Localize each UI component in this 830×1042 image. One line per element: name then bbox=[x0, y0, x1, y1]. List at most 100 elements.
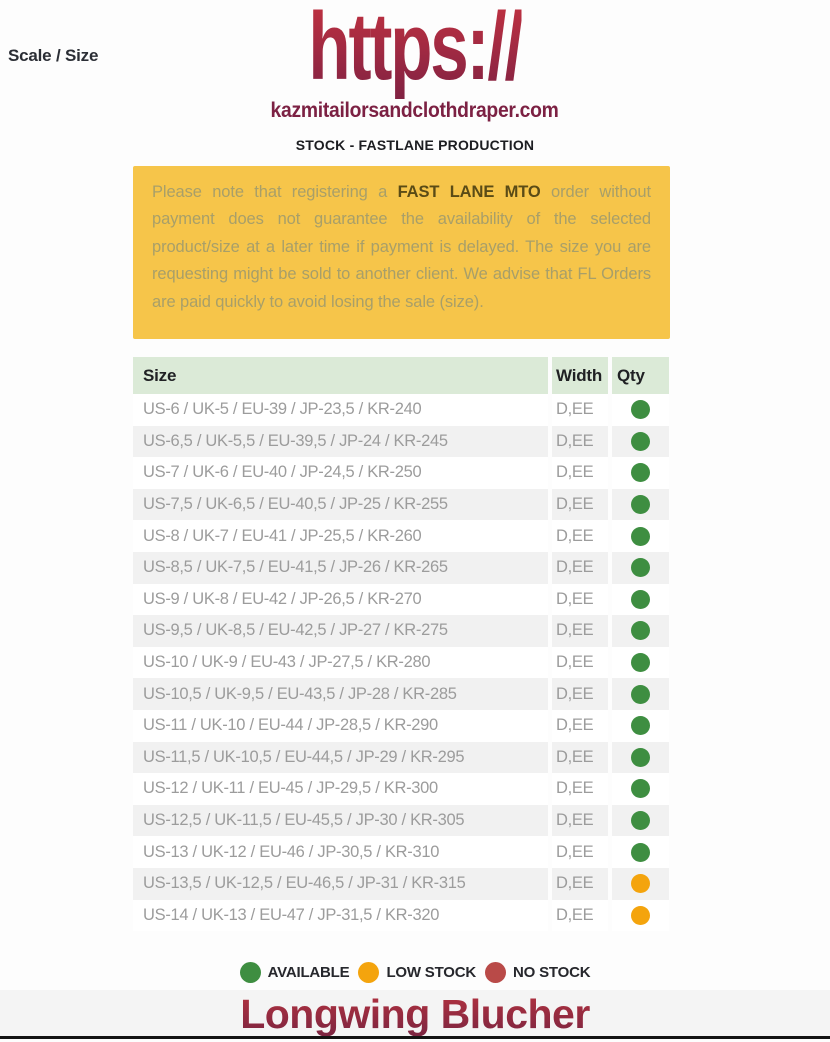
available-dot bbox=[631, 495, 650, 515]
qty-cell bbox=[612, 394, 669, 426]
size-cell: US-8,5 / UK-7,5 / EU-41,5 / JP-26 / KR-2… bbox=[133, 551, 548, 584]
available-dot bbox=[631, 463, 650, 483]
width-cell: D,EE bbox=[552, 457, 608, 489]
qty-cell bbox=[612, 615, 669, 647]
width-cell: D,EE bbox=[552, 394, 608, 426]
width-cell: D,EE bbox=[552, 551, 608, 584]
qty-cell bbox=[612, 678, 669, 710]
size-cell: US-11 / UK-10 / EU-44 / JP-28,5 / KR-290 bbox=[133, 709, 548, 742]
low-stock-dot bbox=[631, 905, 650, 925]
legend-label: AVAILABLE bbox=[267, 963, 350, 981]
stock-legend: AVAILABLE LOW STOCK NO STOCK bbox=[0, 958, 830, 986]
size-cell: US-10 / UK-9 / EU-43 / JP-27,5 / KR-280 bbox=[133, 646, 548, 679]
width-cell: D,EE bbox=[552, 583, 608, 616]
width-cell: D,EE bbox=[552, 615, 608, 647]
header-size: Size bbox=[133, 357, 548, 394]
qty-cell bbox=[612, 867, 669, 900]
qty-cell bbox=[612, 646, 669, 679]
available-dot bbox=[631, 779, 650, 799]
size-row[interactable]: US-11 / UK-10 / EU-44 / JP-28,5 / KR-290… bbox=[133, 709, 669, 742]
header-qty: Qty bbox=[612, 357, 669, 394]
qty-cell bbox=[612, 457, 669, 489]
available-dot bbox=[631, 716, 650, 736]
notice-text: Please note that registering a FAST LANE… bbox=[152, 179, 651, 316]
available-legend-dot bbox=[239, 961, 261, 983]
available-dot bbox=[631, 400, 650, 420]
size-cell: US-10,5 / UK-9,5 / EU-43,5 / JP-28 / KR-… bbox=[133, 678, 548, 710]
size-row[interactable]: US-9 / UK-8 / EU-42 / JP-26,5 / KR-270 D… bbox=[133, 583, 669, 616]
size-cell: US-7 / UK-6 / EU-40 / JP-24,5 / KR-250 bbox=[133, 457, 548, 489]
available-dot bbox=[631, 842, 650, 862]
site-domain-text: kazmitailorsandclothdraper.com bbox=[270, 99, 560, 122]
site-domain: kazmitailorsandclothdraper.com bbox=[0, 99, 830, 123]
width-cell: D,EE bbox=[552, 741, 608, 774]
width-cell: D,EE bbox=[552, 709, 608, 742]
size-row[interactable]: US-10 / UK-9 / EU-43 / JP-27,5 / KR-280 … bbox=[133, 646, 669, 679]
low-stock-legend-dot bbox=[358, 961, 380, 983]
size-row[interactable]: US-9,5 / UK-8,5 / EU-42,5 / JP-27 / KR-2… bbox=[133, 615, 669, 647]
width-cell: D,EE bbox=[552, 520, 608, 552]
width-cell: D,EE bbox=[552, 488, 608, 521]
qty-cell bbox=[612, 520, 669, 552]
size-row[interactable]: US-13,5 / UK-12,5 / EU-46,5 / JP-31 / KR… bbox=[133, 867, 669, 900]
size-row[interactable]: US-14 / UK-13 / EU-47 / JP-31,5 / KR-320… bbox=[133, 899, 669, 932]
width-cell: D,EE bbox=[552, 425, 608, 458]
size-table-body: US-6 / UK-5 / EU-39 / JP-23,5 / KR-240 D… bbox=[133, 394, 669, 932]
size-row[interactable]: US-8,5 / UK-7,5 / EU-41,5 / JP-26 / KR-2… bbox=[133, 551, 669, 584]
legend-item: LOW STOCK bbox=[358, 961, 477, 983]
qty-cell bbox=[612, 773, 669, 805]
size-row[interactable]: US-7 / UK-6 / EU-40 / JP-24,5 / KR-250 D… bbox=[133, 457, 669, 489]
size-cell: US-11,5 / UK-10,5 / EU-44,5 / JP-29 / KR… bbox=[133, 741, 548, 774]
available-dot bbox=[631, 526, 650, 546]
available-dot bbox=[631, 684, 650, 704]
size-cell: US-13 / UK-12 / EU-46 / JP-30,5 / KR-310 bbox=[133, 836, 548, 868]
site-logo: https:// bbox=[0, 0, 830, 102]
size-row[interactable]: US-12 / UK-11 / EU-45 / JP-29,5 / KR-300… bbox=[133, 773, 669, 805]
qty-cell bbox=[612, 709, 669, 742]
available-dot bbox=[631, 589, 650, 609]
legend-item: NO STOCK bbox=[485, 961, 591, 983]
qty-cell bbox=[612, 899, 669, 932]
available-dot bbox=[631, 747, 650, 767]
legend-label: NO STOCK bbox=[513, 963, 591, 981]
notice-highlight: FAST LANE MTO bbox=[397, 183, 541, 201]
size-cell: US-12,5 / UK-11,5 / EU-45,5 / JP-30 / KR… bbox=[133, 804, 548, 837]
size-row[interactable]: US-13 / UK-12 / EU-46 / JP-30,5 / KR-310… bbox=[133, 836, 669, 868]
size-cell: US-6 / UK-5 / EU-39 / JP-23,5 / KR-240 bbox=[133, 394, 548, 426]
size-cell: US-14 / UK-13 / EU-47 / JP-31,5 / KR-320 bbox=[133, 899, 548, 932]
available-dot bbox=[631, 653, 650, 673]
size-cell: US-9,5 / UK-8,5 / EU-42,5 / JP-27 / KR-2… bbox=[133, 615, 548, 647]
footer-band: Longwing Blucher bbox=[0, 990, 830, 1037]
size-row[interactable]: US-6 / UK-5 / EU-39 / JP-23,5 / KR-240 D… bbox=[133, 394, 669, 426]
size-row[interactable]: US-12,5 / UK-11,5 / EU-45,5 / JP-30 / KR… bbox=[133, 804, 669, 837]
width-cell: D,EE bbox=[552, 867, 608, 900]
legend-label: LOW STOCK bbox=[386, 963, 477, 981]
size-row[interactable]: US-6,5 / UK-5,5 / EU-39,5 / JP-24 / KR-2… bbox=[133, 425, 669, 458]
size-table-header: Size Width Qty bbox=[133, 357, 669, 394]
notice-text-suffix: order without payment does not guarantee… bbox=[152, 183, 651, 311]
width-cell: D,EE bbox=[552, 899, 608, 932]
qty-cell bbox=[612, 551, 669, 584]
width-cell: D,EE bbox=[552, 646, 608, 679]
bottom-bar bbox=[0, 1036, 830, 1039]
size-row[interactable]: US-8 / UK-7 / EU-41 / JP-25,5 / KR-260 D… bbox=[133, 520, 669, 552]
available-dot bbox=[631, 621, 650, 641]
qty-cell bbox=[612, 836, 669, 868]
qty-cell bbox=[612, 583, 669, 616]
width-cell: D,EE bbox=[552, 836, 608, 868]
size-cell: US-6,5 / UK-5,5 / EU-39,5 / JP-24 / KR-2… bbox=[133, 425, 548, 458]
size-cell: US-8 / UK-7 / EU-41 / JP-25,5 / KR-260 bbox=[133, 520, 548, 552]
notice-text-prefix: Please note that registering a bbox=[152, 183, 398, 201]
scale-size-label: Scale / Size bbox=[8, 46, 99, 65]
qty-cell bbox=[612, 488, 669, 521]
page-subtitle: STOCK - FASTLANE PRODUCTION bbox=[295, 137, 535, 153]
size-row[interactable]: US-10,5 / UK-9,5 / EU-43,5 / JP-28 / KR-… bbox=[133, 678, 669, 710]
size-row[interactable]: US-11,5 / UK-10,5 / EU-44,5 / JP-29 / KR… bbox=[133, 741, 669, 774]
size-row[interactable]: US-7,5 / UK-6,5 / EU-40,5 / JP-25 / KR-2… bbox=[133, 488, 669, 521]
size-cell: US-9 / UK-8 / EU-42 / JP-26,5 / KR-270 bbox=[133, 583, 548, 616]
width-cell: D,EE bbox=[552, 678, 608, 710]
size-table: Size Width Qty US-6 / UK-5 / EU-39 / JP-… bbox=[133, 357, 669, 932]
width-cell: D,EE bbox=[552, 773, 608, 805]
site-logo-text: https:// bbox=[308, 0, 523, 102]
available-dot bbox=[631, 811, 650, 831]
